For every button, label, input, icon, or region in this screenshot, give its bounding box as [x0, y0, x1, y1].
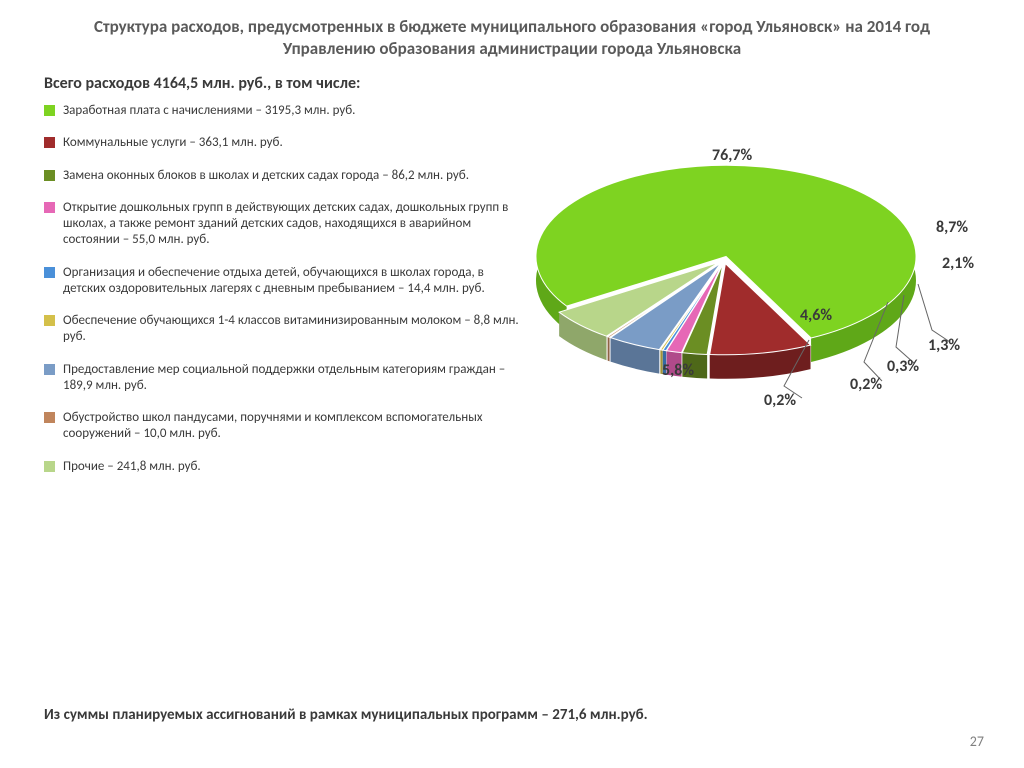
pie-slice-side: [608, 337, 610, 362]
legend-swatch: [44, 137, 55, 148]
slice-label: 76,7%: [712, 146, 752, 165]
legend-swatch: [44, 315, 55, 326]
slice-label: 0,2%: [764, 391, 796, 410]
slice-label: 5,8%: [662, 361, 694, 380]
legend-label: Заработная плата с начислениями – 3195,3…: [63, 103, 524, 119]
legend-label: Обеспечение обучающихся 1-4 классов вита…: [63, 313, 524, 346]
pie-svg: 76,7% 8,7% 2,1% 1,3% 0,3% 0,2% 4,6% 0,2% 5,8%: [464, 110, 984, 490]
slice-label: 4,6%: [800, 306, 832, 325]
legend-label: Организация и обеспечение отдыха детей, …: [63, 265, 524, 298]
legend-item: Обустройство школ пандусами, поручнями и…: [44, 410, 524, 443]
page-number: 27: [970, 733, 984, 750]
slice-label: 1,3%: [928, 336, 960, 355]
legend-swatch: [44, 364, 55, 375]
legend: Заработная плата с начислениями – 3195,3…: [44, 103, 524, 491]
legend-label: Обустройство школ пандусами, поручнями и…: [63, 410, 524, 443]
slice-label: 0,3%: [887, 357, 919, 376]
legend-swatch: [44, 267, 55, 278]
footer-note: Из суммы планируемых ассигнований в рамк…: [44, 706, 648, 724]
legend-swatch: [44, 105, 55, 116]
legend-swatch: [44, 412, 55, 423]
legend-label: Коммунальные услуги – 363,1 млн. руб.: [63, 135, 524, 151]
legend-swatch: [44, 202, 55, 213]
legend-swatch: [44, 461, 55, 472]
pie-chart: 76,7% 8,7% 2,1% 1,3% 0,3% 0,2% 4,6% 0,2% 5,8%: [464, 110, 984, 490]
chart-title: Структура расходов, предусмотренных в бю…: [0, 0, 1024, 68]
legend-item: Коммунальные услуги – 363,1 млн. руб.: [44, 135, 524, 151]
legend-item: Организация и обеспечение отдыха детей, …: [44, 265, 524, 298]
slice-label: 8,7%: [936, 218, 968, 237]
leader-line: [918, 284, 950, 342]
legend-item: Предоставление мер социальной поддержки …: [44, 362, 524, 395]
slice-label: 2,1%: [942, 254, 974, 273]
legend-label: Замена оконных блоков в школах и детских…: [63, 168, 524, 184]
legend-item: Заработная плата с начислениями – 3195,3…: [44, 103, 524, 119]
legend-item: Открытие дошкольных групп в действующих …: [44, 200, 524, 249]
legend-label: Открытие дошкольных групп в действующих …: [63, 200, 524, 249]
legend-label: Прочие – 241,8 млн. руб.: [63, 459, 524, 475]
chart-subtitle: Всего расходов 4164,5 млн. руб., в том ч…: [0, 68, 1024, 103]
legend-swatch: [44, 170, 55, 181]
legend-item: Прочие – 241,8 млн. руб.: [44, 459, 524, 475]
legend-item: Обеспечение обучающихся 1-4 классов вита…: [44, 313, 524, 346]
legend-item: Замена оконных блоков в школах и детских…: [44, 168, 524, 184]
legend-label: Предоставление мер социальной поддержки …: [63, 362, 524, 395]
slice-label: 0,2%: [850, 375, 882, 394]
